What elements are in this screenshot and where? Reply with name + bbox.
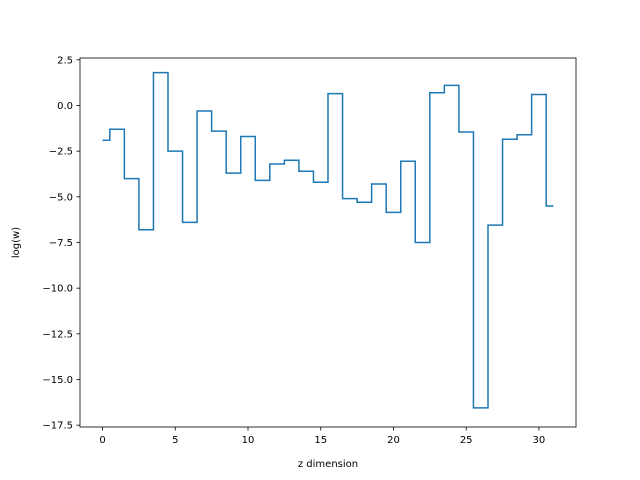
x-axis: 0 5 10 15 20 25 30 — [99, 427, 545, 446]
y-tick-label: 0.0 — [57, 101, 73, 112]
y-tick-label: −2.5 — [49, 147, 73, 158]
y-axis-label: log(w) — [11, 227, 22, 258]
x-tick-label: 20 — [387, 435, 400, 446]
y-tick-label: −5.0 — [49, 192, 73, 203]
y-tick-label: −12.5 — [42, 329, 73, 340]
x-axis-label: z dimension — [298, 459, 358, 470]
x-tick-label: 10 — [242, 435, 255, 446]
x-tick-label: 5 — [172, 435, 178, 446]
x-tick-label: 25 — [460, 435, 473, 446]
y-tick-label: −15.0 — [42, 375, 73, 386]
y-tick-label: −17.5 — [42, 421, 73, 432]
plot-layer — [102, 71, 554, 409]
x-tick-label: 15 — [314, 435, 327, 446]
x-tick-label: 0 — [99, 435, 105, 446]
y-axis: 2.5 0.0 −2.5 −5.0 −7.5 −10.0 −12.5 −15.0 −17.5 — [42, 55, 80, 432]
series-line-0 — [102, 71, 554, 409]
y-tick-label: −7.5 — [49, 238, 73, 249]
y-tick-label: 2.5 — [57, 55, 73, 66]
y-tick-label: −10.0 — [42, 284, 73, 295]
x-tick-label: 30 — [533, 435, 546, 446]
